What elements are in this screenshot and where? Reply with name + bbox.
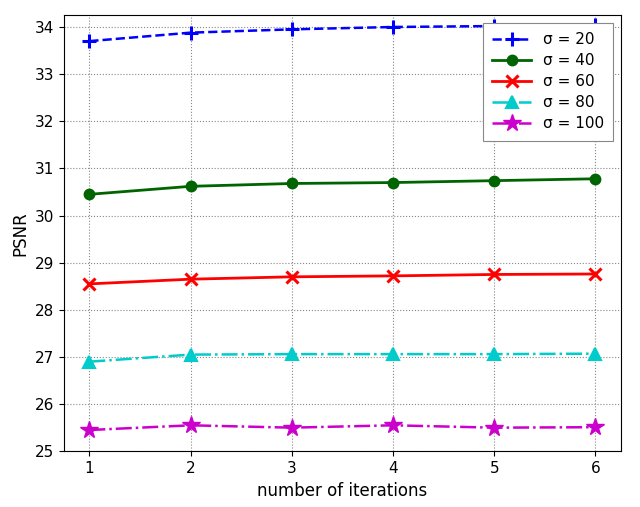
σ = 40	[288, 180, 296, 187]
σ = 20	[187, 29, 195, 35]
σ = 100	[490, 425, 498, 431]
X-axis label: number of iterations: number of iterations	[257, 482, 428, 499]
σ = 20	[389, 24, 397, 30]
Line: σ = 100: σ = 100	[80, 416, 605, 439]
σ = 100	[389, 422, 397, 428]
σ = 80	[389, 351, 397, 357]
σ = 80	[288, 351, 296, 357]
σ = 80	[86, 358, 93, 365]
σ = 60	[490, 271, 498, 277]
σ = 60	[389, 273, 397, 279]
σ = 20	[288, 26, 296, 32]
σ = 40	[490, 177, 498, 184]
σ = 100	[591, 424, 599, 430]
σ = 40	[86, 191, 93, 197]
σ = 40	[591, 176, 599, 182]
Y-axis label: PSNR: PSNR	[12, 211, 29, 256]
σ = 100	[86, 427, 93, 433]
σ = 40	[389, 179, 397, 186]
σ = 20	[490, 23, 498, 29]
Line: σ = 20: σ = 20	[83, 18, 602, 48]
σ = 80	[490, 351, 498, 357]
Line: σ = 80: σ = 80	[83, 347, 602, 368]
σ = 20	[591, 22, 599, 28]
σ = 40	[187, 183, 195, 189]
σ = 60	[86, 281, 93, 287]
σ = 100	[288, 425, 296, 431]
σ = 80	[591, 351, 599, 357]
σ = 20	[86, 38, 93, 44]
σ = 60	[288, 274, 296, 280]
Legend: σ = 20, σ = 40, σ = 60, σ = 80, σ = 100: σ = 20, σ = 40, σ = 60, σ = 80, σ = 100	[483, 23, 613, 140]
Line: σ = 40: σ = 40	[84, 174, 600, 199]
σ = 100	[187, 422, 195, 428]
σ = 60	[591, 271, 599, 277]
σ = 80	[187, 351, 195, 357]
Line: σ = 60: σ = 60	[83, 268, 602, 290]
σ = 60	[187, 276, 195, 282]
